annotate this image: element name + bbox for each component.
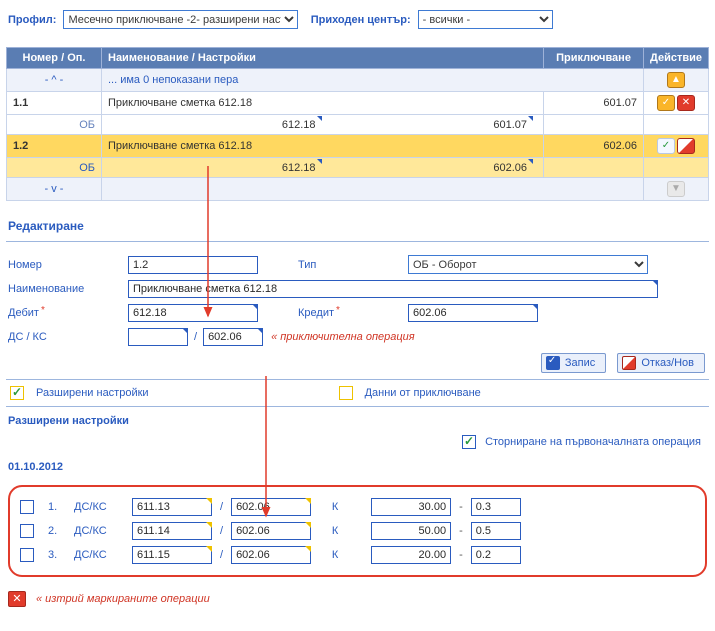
save-button[interactable]: Запис [541,353,606,373]
operation-row: 3.ДС/КС/К- [20,543,695,567]
grid-hidden-info: ... има 0 непоказани пера [102,69,644,92]
scroll-up-button[interactable]: ▲ [667,72,685,88]
confirm-button[interactable]: ✓ [657,138,675,154]
advanced-label: Разширени настройки [36,387,149,399]
row-actions: ✓✕ [644,92,709,115]
op-number: 3. [48,549,66,561]
col-number: Номер / Оп. [7,48,102,69]
op-acct2-input[interactable] [231,522,311,540]
number-label: Номер [8,259,128,271]
closing-note: « приключителна операция [271,331,415,343]
name-input[interactable] [128,280,658,298]
edit-button[interactable]: ✓ [657,95,675,111]
delete-button[interactable]: ✕ [677,95,695,111]
op-amount-input[interactable] [371,522,451,540]
name-label: Наименование [8,283,128,295]
debit-label: Дебит [8,307,128,319]
op-k-label: К [327,525,343,537]
op-acct2-input[interactable] [231,546,311,564]
operation-row: 1.ДС/КС/К- [20,495,695,519]
op-dsks-label: ДС/КС [74,501,124,513]
subrow-op: ОБ [7,158,102,178]
debit-input[interactable] [128,304,258,322]
edit-title: Редактиране [6,201,709,239]
dsks-label: ДС / КС [8,331,128,343]
center-label: Приходен център: [311,14,411,26]
row-name: Приключване сметка 612.18 [102,135,544,158]
cancel-icon [622,356,636,370]
op-acct1-input[interactable] [132,546,212,564]
subrow-op: ОБ [7,115,102,135]
closing-data-label: Данни от приключване [365,387,481,399]
op-acct2-input[interactable] [231,498,311,516]
closing-data-checkbox[interactable] [339,386,353,400]
scroll-down-button[interactable]: ▼ [667,181,685,197]
op-number: 1. [48,501,66,513]
grid-scroll-up-marker: - ^ - [7,69,102,92]
reverse-label: Сторниране на първоначалната операция [485,436,701,448]
col-closing: Приключване [544,48,644,69]
profile-label: Профил: [8,14,56,26]
row-actions: ✓ [644,135,709,158]
op-coef-input[interactable] [471,498,521,516]
operations-box: 1.ДС/КС/К-2.ДС/КС/К-3.ДС/КС/К- [8,485,707,577]
dsks-right-input[interactable] [203,328,263,346]
center-select[interactable]: - всички - [418,10,553,29]
subrow-values: 612.18 601.07 [102,115,544,135]
sub-options-bar: Разширени настройки Данни от приключване [6,379,709,407]
dsks-left-input[interactable] [128,328,188,346]
row-name: Приключване сметка 612.18 [102,92,544,115]
advanced-checkbox[interactable] [10,386,24,400]
op-amount-input[interactable] [371,546,451,564]
delete-marked-label: « изтрий маркираните операции [36,593,210,605]
op-dsks-label: ДС/КС [74,549,124,561]
row-num: 1.2 [7,135,102,158]
credit-label: Кредит [298,307,378,319]
op-coef-input[interactable] [471,546,521,564]
type-select[interactable]: ОБ - Оборот [408,255,648,274]
op-dsks-label: ДС/КС [74,525,124,537]
op-checkbox[interactable] [20,524,34,538]
type-label: Тип [298,259,378,271]
delete-marked-button[interactable]: ✕ [8,591,26,607]
profile-select[interactable]: Месечно приключване -2- разширени наст [63,10,298,29]
operation-row: 2.ДС/КС/К- [20,519,695,543]
op-number: 2. [48,525,66,537]
op-k-label: К [327,501,343,513]
advanced-section-title: Разширени настройки [8,411,707,431]
op-coef-input[interactable] [471,522,521,540]
row-num: 1.1 [7,92,102,115]
op-k-label: К [327,549,343,561]
op-checkbox[interactable] [20,548,34,562]
ops-date: 01.10.2012 [8,457,707,479]
check-icon [546,356,560,370]
row-closing: 602.06 [544,135,644,158]
grid-scroll-down-marker: - v - [7,178,102,201]
cancel-button[interactable]: Отказ/Нов [617,353,705,373]
op-amount-input[interactable] [371,498,451,516]
main-grid: Номер / Оп. Наименование / Настройки При… [6,47,709,201]
reverse-checkbox[interactable] [462,435,476,449]
filters-bar: Профил: Месечно приключване -2- разширен… [6,6,709,39]
number-input[interactable] [128,256,258,274]
row-closing: 601.07 [544,92,644,115]
credit-input[interactable] [408,304,538,322]
op-acct1-input[interactable] [132,522,212,540]
subrow-values: 612.18 602.06 [102,158,544,178]
cancel-edit-button[interactable] [677,138,695,154]
op-acct1-input[interactable] [132,498,212,516]
col-action: Действие [644,48,709,69]
col-name: Наименование / Настройки [102,48,544,69]
op-checkbox[interactable] [20,500,34,514]
